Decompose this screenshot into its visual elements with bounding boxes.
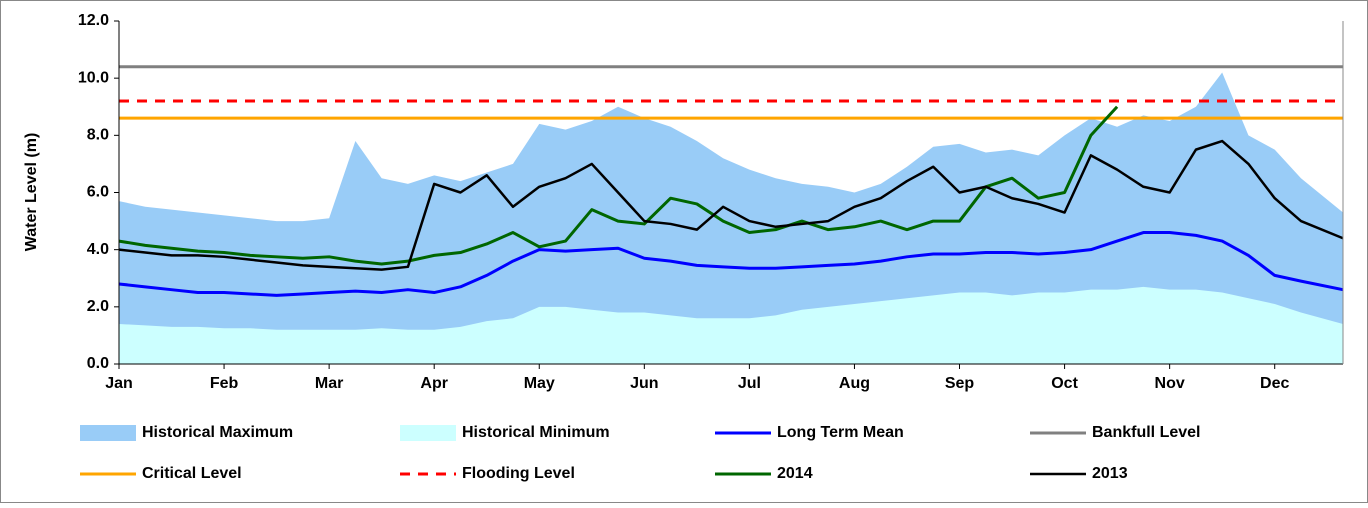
x-tick-label: Dec [1260, 375, 1289, 392]
legend-swatch [400, 425, 456, 441]
legend-label: 2014 [777, 465, 813, 482]
y-axis-title: Water Level (m) [23, 133, 40, 252]
x-tick-label: Aug [839, 375, 870, 392]
y-tick-label: 0.0 [87, 355, 109, 372]
area [119, 286, 1343, 364]
legend-label: 2013 [1092, 465, 1128, 482]
legend-label: Historical Minimum [462, 424, 610, 441]
x-tick-label: Mar [315, 375, 343, 392]
y-tick-label: 4.0 [87, 241, 109, 258]
y-tick-label: 8.0 [87, 127, 109, 144]
legend-label: Critical Level [142, 465, 242, 482]
x-tick-label: Jun [630, 375, 658, 392]
legend-swatch [80, 425, 136, 441]
x-tick-label: Oct [1051, 375, 1078, 392]
legend-label: Flooding Level [462, 465, 575, 482]
legend-label: Bankfull Level [1092, 424, 1200, 441]
y-tick-label: 10.0 [78, 69, 109, 86]
line [118, 139, 1344, 271]
x-tick-label: Feb [210, 375, 239, 392]
legend-label: Long Term Mean [777, 424, 904, 441]
x-tick-label: Nov [1155, 375, 1185, 392]
line [118, 231, 1344, 297]
x-tick-label: May [524, 375, 555, 392]
line [118, 105, 1119, 266]
legend-label: Historical Maximum [142, 424, 293, 441]
x-tick-label: Apr [420, 375, 448, 392]
y-tick-label: 12.0 [78, 12, 109, 29]
x-tick-label: Sep [945, 375, 975, 392]
x-tick-label: Jan [105, 375, 133, 392]
y-tick-label: 2.0 [87, 298, 109, 315]
x-tick-label: Jul [738, 375, 761, 392]
y-tick-label: 6.0 [87, 184, 109, 201]
